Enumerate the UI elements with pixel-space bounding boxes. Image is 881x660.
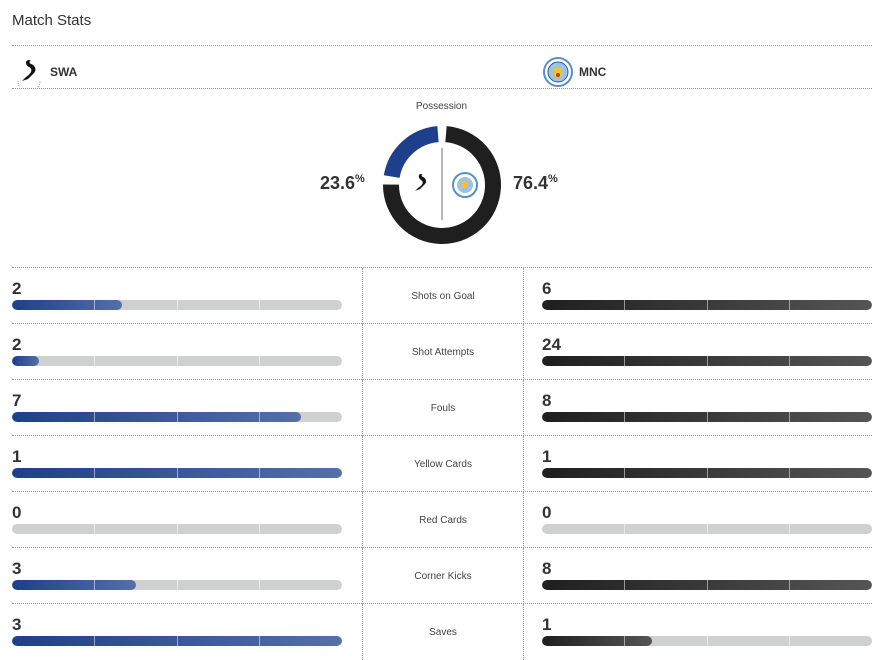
away-stat-value: 1 xyxy=(542,615,552,634)
away-stat-value: 8 xyxy=(542,391,552,410)
page-title: Match Stats xyxy=(12,12,92,29)
home-stat-value: 7 xyxy=(12,391,22,410)
divider xyxy=(12,88,872,89)
swansea-crest-icon xyxy=(17,60,41,87)
home-stat-bar xyxy=(12,580,342,590)
home-stat-value: 1 xyxy=(12,447,22,466)
away-stat-value: 24 xyxy=(542,335,561,354)
home-team-abbr: SWA xyxy=(50,65,78,79)
home-stat-bar xyxy=(12,636,342,646)
home-possession-arc xyxy=(383,126,440,179)
away-stat-bar xyxy=(542,524,872,534)
home-stat-value: 3 xyxy=(12,559,22,578)
away-possession-arc xyxy=(383,126,501,244)
stat-label: Corner Kicks xyxy=(362,548,524,604)
possession-donut xyxy=(383,126,501,244)
man-city-crest-icon xyxy=(452,172,478,198)
home-possession: 23.6% xyxy=(320,173,365,193)
away-stat-bar xyxy=(542,636,872,646)
home-stat-value: 2 xyxy=(12,335,22,354)
away-stat-value: 0 xyxy=(542,503,552,522)
home-stat-bar xyxy=(12,300,342,310)
away-stat-bar xyxy=(542,300,872,310)
home-stat-bar xyxy=(12,468,342,478)
possession-label: Possession xyxy=(415,101,468,112)
away-possession: 76.4% xyxy=(513,173,558,193)
stat-label: Fouls xyxy=(362,380,524,436)
stat-label: Yellow Cards xyxy=(362,436,524,492)
home-stat-value: 2 xyxy=(12,279,22,298)
away-stat-bar xyxy=(542,412,872,422)
stat-label: Saves xyxy=(362,604,524,660)
stat-row: 1 Yellow Cards 1 xyxy=(12,435,872,492)
away-stat-value: 1 xyxy=(542,447,552,466)
stat-label: Shots on Goal xyxy=(362,268,524,324)
home-team[interactable]: SWA xyxy=(14,57,77,87)
away-stat-value: 8 xyxy=(542,559,552,578)
swansea-crest-icon xyxy=(415,174,427,191)
away-team-abbr: MNC xyxy=(579,65,607,79)
home-stat-value: 0 xyxy=(12,503,22,522)
stat-row: 2 Shot Attempts 24 xyxy=(12,323,872,380)
divider xyxy=(12,45,872,46)
home-stat-bar xyxy=(12,524,342,534)
home-stat-value: 3 xyxy=(12,615,22,634)
stat-row: 3 Corner Kicks 8 xyxy=(12,547,872,604)
stat-row: 2 Shots on Goal 6 xyxy=(12,267,872,324)
stat-label: Red Cards xyxy=(362,492,524,548)
away-stat-bar xyxy=(542,580,872,590)
away-team[interactable]: MNC xyxy=(543,57,606,87)
stat-row: 7 Fouls 8 xyxy=(12,379,872,436)
home-stat-bar xyxy=(12,356,342,366)
away-stat-bar xyxy=(542,356,872,366)
away-stat-value: 6 xyxy=(542,279,552,298)
stat-row: 3 Saves 1 xyxy=(12,603,872,660)
stat-row: 0 Red Cards 0 xyxy=(12,491,872,548)
man-city-crest-icon xyxy=(543,57,573,87)
away-stat-bar xyxy=(542,468,872,478)
home-stat-bar xyxy=(12,412,342,422)
stat-label: Shot Attempts xyxy=(362,324,524,380)
